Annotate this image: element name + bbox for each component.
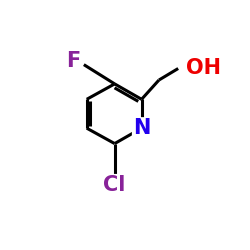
Text: F: F: [66, 51, 80, 71]
Text: N: N: [133, 118, 150, 138]
Text: OH: OH: [186, 58, 221, 78]
Text: Cl: Cl: [104, 175, 126, 195]
